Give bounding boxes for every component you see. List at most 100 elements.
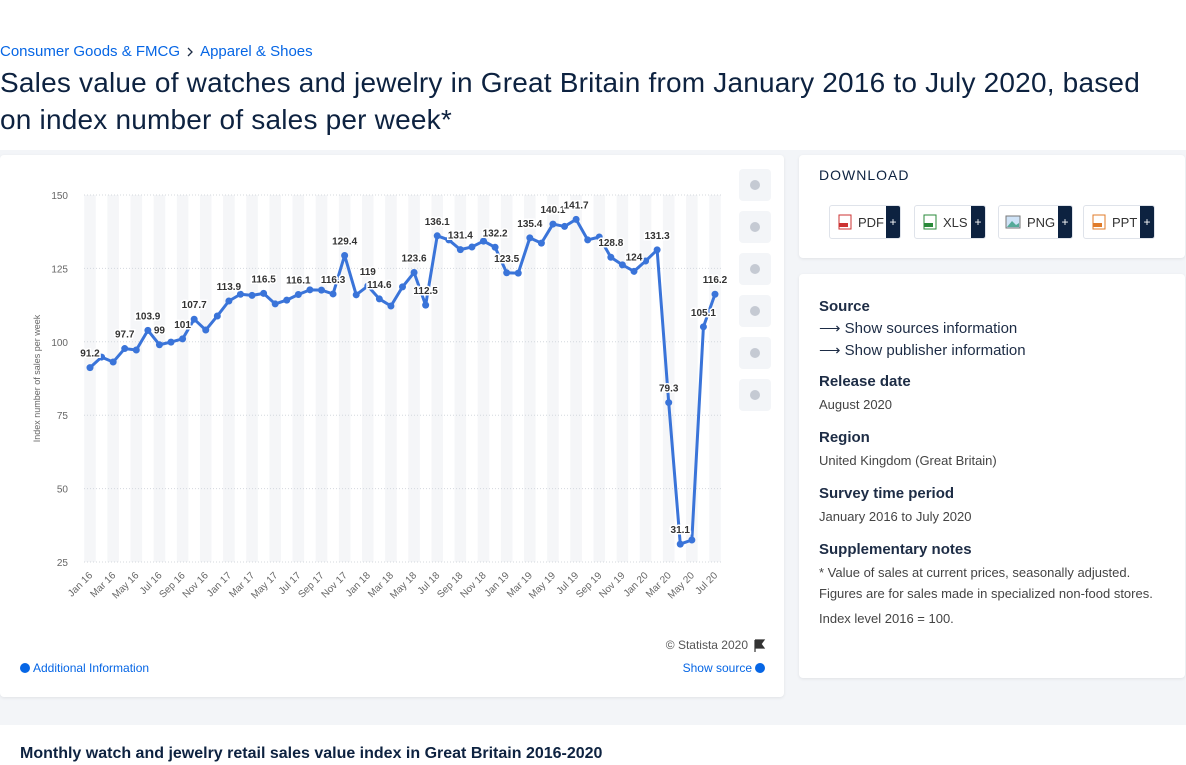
point xyxy=(584,236,592,244)
detail-value: August 2020 xyxy=(819,397,893,412)
column-band xyxy=(662,195,675,562)
column-band xyxy=(223,195,235,562)
point xyxy=(630,267,638,275)
download-heading: DOWNLOAD xyxy=(819,167,910,183)
png-button[interactable]: PNG + xyxy=(998,205,1073,239)
point xyxy=(167,338,175,346)
format-label: XLS xyxy=(943,214,968,230)
icon xyxy=(1005,215,1021,229)
point xyxy=(283,296,291,304)
data-label: 135.4 xyxy=(517,219,542,230)
x-tick-label: Nov 19 xyxy=(597,570,627,600)
next-heading: Monthly watch and jewelry retail sales v… xyxy=(20,745,603,762)
data-label: 123.6 xyxy=(402,254,427,265)
show-sources[interactable]: ⟶ Show sources information xyxy=(819,320,1018,337)
header: Consumer Goods & FMCG Apparel & Shoes Sa… xyxy=(0,0,1186,150)
y-tick-label: 50 xyxy=(57,485,69,496)
column-band xyxy=(593,195,606,562)
point xyxy=(144,326,152,334)
plus: + xyxy=(1140,206,1154,238)
y-axis-label: Index number of sales per week xyxy=(32,314,42,442)
plus: + xyxy=(886,206,900,238)
breadcrumb-link[interactable]: Apparel & Shoes xyxy=(200,43,313,60)
data-label: 141.7 xyxy=(564,200,589,211)
point xyxy=(433,232,441,240)
column-band xyxy=(385,195,397,562)
data-label: 129.4 xyxy=(332,236,357,247)
point xyxy=(121,345,129,353)
point xyxy=(699,323,707,331)
detail-heading: Region xyxy=(819,429,870,446)
data-label: 101 xyxy=(174,320,191,331)
point xyxy=(676,540,684,548)
additional-info[interactable]: Additional Information xyxy=(33,661,149,675)
point xyxy=(422,301,430,309)
column-band xyxy=(130,195,143,562)
detail-value: January 2016 to July 2020 xyxy=(819,509,972,524)
data-label: 116.3 xyxy=(321,275,346,286)
point xyxy=(202,326,210,334)
data-label: 105.1 xyxy=(691,308,716,319)
info-icon xyxy=(755,663,765,673)
point xyxy=(618,261,626,269)
tool-icon xyxy=(750,180,760,190)
point xyxy=(410,269,418,277)
point xyxy=(711,290,719,298)
show-publisher[interactable]: ⟶ Show publisher information xyxy=(819,342,1026,359)
copyright: © Statista 2020 xyxy=(666,638,749,652)
xls-button[interactable]: XLS + xyxy=(914,205,986,239)
point xyxy=(260,289,268,297)
data-label: 136.1 xyxy=(425,217,450,228)
chart: 25 50 75 100 125 150 Index number of sales per… xyxy=(20,169,771,675)
point xyxy=(503,269,511,277)
point xyxy=(549,220,557,228)
source-heading: Source xyxy=(819,298,870,315)
y-tick-label: 75 xyxy=(57,411,69,422)
icon xyxy=(1092,214,1106,230)
tool-icon xyxy=(750,390,760,400)
point xyxy=(86,364,94,372)
data-label: 132.2 xyxy=(483,228,508,239)
column-band xyxy=(315,195,328,562)
data-label: 91.2 xyxy=(80,349,100,360)
point xyxy=(665,399,673,407)
download-card: DOWNLOAD PDF + XLS + PNG + PPT + xyxy=(799,155,1185,258)
x-tick-label: May 18 xyxy=(388,570,419,601)
data-label: 103.9 xyxy=(135,311,160,322)
y-tick-label: 100 xyxy=(51,338,68,349)
link-text: Show sources information xyxy=(844,320,1018,337)
pdf-button[interactable]: PDF + xyxy=(829,205,901,239)
data-label: 116.5 xyxy=(251,274,276,285)
breadcrumb-link[interactable]: Consumer Goods & FMCG xyxy=(0,43,181,60)
point xyxy=(375,295,383,303)
page-title: Sales value of watches and jewelry in Gr… xyxy=(0,67,1140,135)
x-tick-label: May 17 xyxy=(249,570,280,601)
data-label: 97.7 xyxy=(115,330,135,341)
point xyxy=(109,358,117,366)
data-label: 123.5 xyxy=(494,254,519,265)
point xyxy=(294,291,302,299)
link-text: Show publisher information xyxy=(844,342,1026,359)
show-source[interactable]: Show source xyxy=(683,661,753,675)
column-band xyxy=(431,195,444,562)
point xyxy=(642,257,650,265)
note: Index level 2016 = 100. xyxy=(819,611,954,626)
tool-icon xyxy=(750,348,760,358)
column-band xyxy=(639,195,652,562)
column-band xyxy=(84,195,96,562)
data-label: 79.3 xyxy=(659,384,679,395)
point xyxy=(271,300,279,308)
chevron xyxy=(187,47,193,56)
column-band xyxy=(107,195,119,562)
point xyxy=(248,291,256,299)
column-band xyxy=(454,195,467,562)
data-label: 113.9 xyxy=(217,282,242,293)
format-label: PPT xyxy=(1112,214,1138,230)
column-band xyxy=(709,195,721,562)
data-label: 31.1 xyxy=(671,525,691,536)
column-band xyxy=(408,195,420,562)
column-band xyxy=(570,195,582,562)
chart-card: 25 50 75 100 125 150 Index number of sales per… xyxy=(0,155,784,697)
ppt-button[interactable]: PPT + xyxy=(1083,205,1155,239)
point xyxy=(526,234,534,242)
